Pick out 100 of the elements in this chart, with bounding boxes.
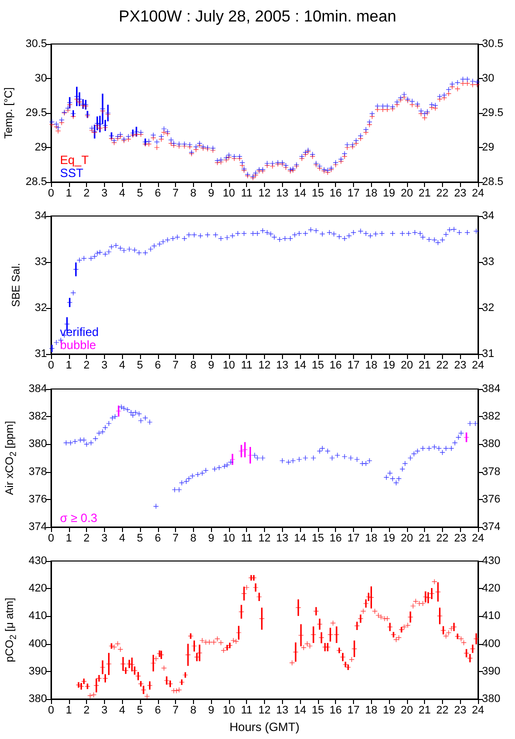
y-tick-label: 30.5 bbox=[26, 38, 47, 50]
x-tick-label: 13 bbox=[276, 188, 288, 200]
x-tick-label: 7 bbox=[172, 360, 179, 372]
x-tick-label: 8 bbox=[190, 360, 196, 372]
y-tick-label: 410 bbox=[28, 610, 47, 622]
x-tick-label: 14 bbox=[294, 360, 306, 372]
y2-tick-label: 374 bbox=[482, 521, 500, 533]
x-tick-label: 0 bbox=[48, 704, 54, 716]
x-tick-label: 18 bbox=[365, 704, 378, 716]
y2-tick-label: 380 bbox=[482, 438, 500, 450]
x-tick-label: 21 bbox=[418, 188, 431, 200]
chart-title: PX100W : July 28, 2005 : 10min. mean bbox=[118, 8, 396, 26]
y-axis-title: SBE Sal. bbox=[10, 262, 22, 308]
x-tick-label: 9 bbox=[208, 360, 214, 372]
x-tick-label: 16 bbox=[330, 360, 342, 372]
x-tick-label: 10 bbox=[222, 360, 236, 372]
y2-tick-label: 32 bbox=[482, 302, 494, 314]
x-tick-label: 8 bbox=[190, 704, 196, 716]
x-tick-label: 17 bbox=[347, 188, 360, 200]
x-tick-label: 20 bbox=[400, 360, 413, 372]
x-tick-label: 21 bbox=[418, 704, 431, 716]
x-tick-label: 7 bbox=[172, 704, 179, 716]
x-tick-label: 1 bbox=[66, 360, 72, 372]
x-tick-label: 1 bbox=[66, 532, 72, 544]
x-tick-label: 12 bbox=[258, 188, 271, 200]
x-tick-label: 13 bbox=[276, 532, 288, 544]
x-tick-label: 16 bbox=[330, 532, 342, 544]
x-tick-label: 2 bbox=[84, 360, 90, 372]
x-tick-label: 12 bbox=[258, 532, 271, 544]
x-tick-label: 24 bbox=[472, 188, 484, 200]
x-tick-label: 11 bbox=[240, 532, 252, 544]
x-tick-label: 17 bbox=[347, 360, 360, 372]
x-tick-label: 5 bbox=[136, 188, 144, 200]
y2-tick-label: 30.5 bbox=[482, 38, 504, 50]
y-tick-label: 390 bbox=[28, 665, 47, 678]
y-tick-label: 28.5 bbox=[26, 176, 47, 188]
x-tick-label: 18 bbox=[365, 360, 378, 372]
x-tick-label: 15 bbox=[312, 704, 324, 716]
x-tick-label: 10 bbox=[222, 188, 236, 200]
x-tick-label: 9 bbox=[208, 532, 214, 544]
x-tick-label: 5 bbox=[136, 532, 144, 544]
y2-tick-label: 30 bbox=[482, 72, 494, 84]
x-tick-label: 11 bbox=[240, 704, 252, 716]
series-label: verified bbox=[60, 325, 99, 339]
x-tick-label: 5 bbox=[136, 704, 144, 716]
x-tick-label: 3 bbox=[101, 360, 108, 372]
x-tick-label: 22 bbox=[436, 188, 449, 200]
y2-tick-label: 400 bbox=[482, 638, 500, 650]
x-tick-label: 8 bbox=[190, 532, 196, 544]
y2-tick-label: 376 bbox=[482, 493, 500, 506]
text: SST bbox=[60, 166, 84, 180]
y2-tick-label: 29.5 bbox=[482, 107, 504, 119]
x-tick-label: 2 bbox=[84, 532, 90, 544]
y2-tick-label: 33 bbox=[482, 256, 494, 268]
x-tick-label: 7 bbox=[172, 188, 179, 200]
x-tick-label: 18 bbox=[365, 532, 378, 544]
x-tick-label: 11 bbox=[240, 188, 252, 200]
x-tick-label: 23 bbox=[454, 188, 466, 200]
x-tick-label: 3 bbox=[101, 704, 108, 716]
x-axis-title: Hours (GMT) bbox=[230, 720, 300, 734]
y2-tick-label: 29 bbox=[482, 142, 494, 154]
x-tick-label: 19 bbox=[382, 704, 396, 716]
x-tick-label: 14 bbox=[294, 532, 306, 544]
x-tick-label: 1 bbox=[66, 188, 72, 200]
y2-tick-label: 31 bbox=[482, 348, 494, 360]
text: σ ≥ 0.3 bbox=[60, 511, 98, 525]
x-tick-label: 4 bbox=[119, 532, 126, 544]
x-tick-label: 24 bbox=[472, 704, 484, 716]
x-tick-label: 11 bbox=[240, 360, 252, 372]
x-tick-label: 13 bbox=[276, 360, 288, 372]
x-tick-label: 4 bbox=[119, 188, 126, 200]
y2-tick-label: 34 bbox=[482, 210, 494, 222]
y2-tick-label: 382 bbox=[482, 410, 500, 423]
legend-label: bubble bbox=[60, 338, 96, 352]
y-tick-label: 33 bbox=[34, 256, 47, 268]
x-tick-label: 19 bbox=[382, 532, 396, 544]
y-tick-label: 380 bbox=[28, 693, 47, 705]
x-tick-label: 2 bbox=[84, 704, 90, 716]
x-tick-label: 6 bbox=[154, 188, 161, 200]
y-tick-label: 29.5 bbox=[26, 107, 47, 119]
x-tick-label: 23 bbox=[454, 532, 466, 544]
y2-tick-label: 430 bbox=[482, 555, 500, 567]
y-tick-label: 29 bbox=[34, 142, 47, 154]
x-tick-label: 20 bbox=[400, 532, 413, 544]
x-tick-label: 23 bbox=[454, 360, 466, 372]
x-tick-label: 10 bbox=[222, 704, 236, 716]
x-tick-label: 14 bbox=[294, 188, 306, 200]
y-tick-label: 430 bbox=[28, 555, 47, 567]
y2-tick-label: 410 bbox=[482, 610, 500, 622]
x-tick-label: 15 bbox=[312, 532, 324, 544]
y-axis-title: Temp. [°C] bbox=[3, 87, 16, 139]
x-tick-label: 16 bbox=[330, 188, 342, 200]
x-tick-label: 9 bbox=[208, 704, 214, 716]
x-tick-label: 6 bbox=[154, 360, 161, 372]
x-tick-label: 0 bbox=[48, 360, 54, 372]
y-tick-label: 400 bbox=[28, 638, 47, 650]
y-tick-label: 31 bbox=[34, 348, 47, 360]
y2-tick-label: 380 bbox=[482, 693, 500, 705]
x-tick-label: 19 bbox=[382, 188, 396, 200]
x-tick-label: 6 bbox=[154, 532, 161, 544]
